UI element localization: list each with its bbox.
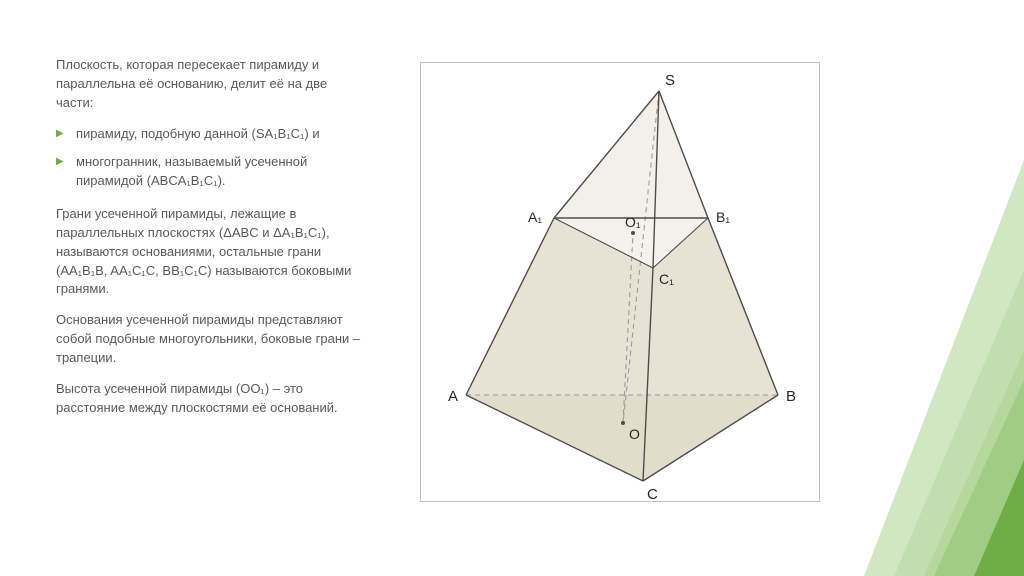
svg-text:S: S [665,72,675,89]
svg-text:C: C [647,486,658,503]
svg-text:A: A [448,388,458,405]
intro-paragraph: Плоскость, которая пересекает пирамиду и… [56,56,366,113]
bullet-item: пирамиду, подобную данной (SA₁B₁C₁) и [56,125,366,144]
text-content: Плоскость, которая пересекает пирамиду и… [56,56,366,430]
pyramid-figure: S A₁ B₁ C₁ O₁ A B C O [420,62,820,502]
svg-text:O: O [629,426,640,442]
svg-text:A₁: A₁ [528,209,542,225]
pyramid-svg: S A₁ B₁ C₁ O₁ A B C O [421,63,821,503]
bullet-list: пирамиду, подобную данной (SA₁B₁C₁) и мн… [56,125,366,192]
paragraph: Основания усеченной пирамиды представляю… [56,311,366,368]
svg-text:O₁: O₁ [625,214,641,230]
svg-text:B: B [786,388,796,405]
paragraph: Грани усеченной пирамиды, лежащие в пара… [56,205,366,299]
slide: Плоскость, которая пересекает пирамиду и… [0,0,1024,576]
svg-text:B₁: B₁ [716,209,730,225]
svg-text:C₁: C₁ [659,271,674,287]
corner-decoration [864,0,1024,576]
paragraph: Высота усеченной пирамиды (OO₁) – это ра… [56,380,366,418]
bullet-item: многогранник, называемый усеченной пирам… [56,153,366,191]
